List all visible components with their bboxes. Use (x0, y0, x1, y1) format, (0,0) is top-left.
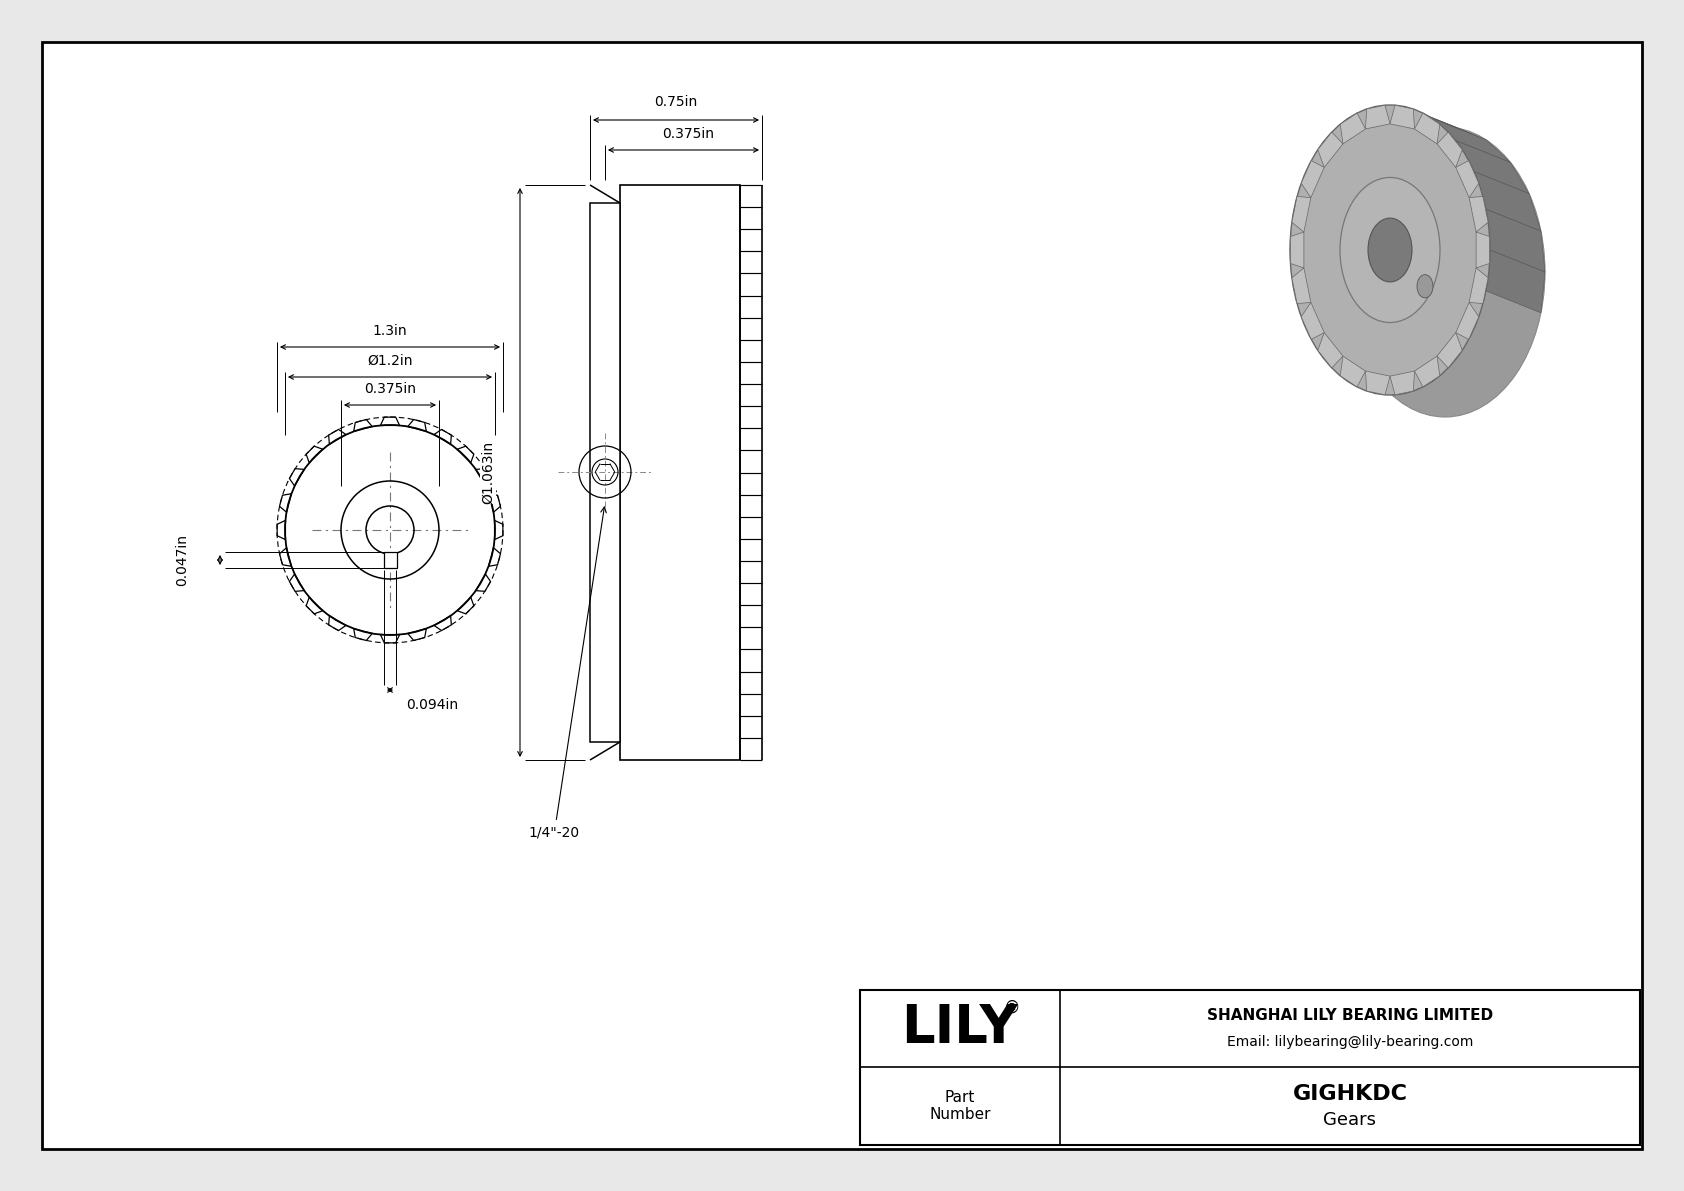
Polygon shape (1404, 106, 1487, 141)
Text: SHANGHAI LILY BEARING LIMITED: SHANGHAI LILY BEARING LIMITED (1207, 1009, 1494, 1023)
Polygon shape (1302, 303, 1324, 339)
Ellipse shape (1340, 177, 1440, 323)
Polygon shape (1340, 113, 1366, 144)
Polygon shape (1290, 232, 1303, 268)
Text: Part
Number: Part Number (930, 1090, 990, 1122)
Polygon shape (1474, 172, 1541, 231)
Polygon shape (1436, 332, 1462, 368)
Polygon shape (1468, 268, 1489, 304)
Text: LILY: LILY (901, 1002, 1019, 1054)
Polygon shape (1389, 372, 1415, 395)
Polygon shape (1389, 105, 1415, 129)
Polygon shape (1305, 141, 1379, 194)
Ellipse shape (1290, 105, 1490, 395)
Polygon shape (1485, 250, 1544, 313)
Text: 1.3in: 1.3in (372, 324, 408, 338)
Text: 0.75in: 0.75in (655, 95, 697, 110)
Polygon shape (1319, 132, 1342, 168)
Polygon shape (1468, 197, 1489, 232)
Polygon shape (1455, 303, 1479, 339)
Polygon shape (1319, 332, 1342, 368)
Ellipse shape (1346, 127, 1544, 417)
Text: Ø1.2in: Ø1.2in (367, 354, 413, 368)
Bar (861, 990, 1640, 1145)
Polygon shape (1349, 106, 1431, 141)
Polygon shape (1290, 210, 1349, 272)
Text: ®: ® (1004, 999, 1021, 1017)
Polygon shape (1366, 105, 1389, 129)
Polygon shape (1290, 250, 1349, 313)
Polygon shape (1376, 106, 1460, 129)
Text: Email: lilybearing@lily-bearing.com: Email: lilybearing@lily-bearing.com (1228, 1035, 1474, 1049)
Bar (384, 551, 397, 568)
Text: 0.047in: 0.047in (175, 534, 189, 586)
Polygon shape (1455, 141, 1529, 194)
Polygon shape (1302, 161, 1324, 198)
Polygon shape (1293, 172, 1361, 231)
Polygon shape (1292, 197, 1310, 232)
Bar (589, 202, 620, 742)
Text: 0.375in: 0.375in (364, 382, 416, 395)
Ellipse shape (1416, 275, 1433, 298)
Polygon shape (1325, 118, 1403, 162)
Polygon shape (1366, 372, 1389, 395)
Polygon shape (1340, 356, 1366, 387)
Bar (620, 185, 739, 760)
Polygon shape (1455, 161, 1479, 198)
Text: GIGHKDC: GIGHKDC (1293, 1084, 1408, 1104)
Polygon shape (1477, 232, 1490, 268)
Polygon shape (1415, 113, 1440, 144)
Text: 0.375in: 0.375in (662, 127, 714, 141)
Text: Gears: Gears (1324, 1111, 1376, 1129)
Polygon shape (1485, 210, 1544, 272)
Text: 1/4"-20: 1/4"-20 (529, 507, 606, 838)
Polygon shape (1415, 356, 1440, 387)
Ellipse shape (1367, 218, 1411, 282)
Polygon shape (1431, 118, 1511, 162)
Text: 0.094in: 0.094in (406, 698, 458, 712)
Polygon shape (1292, 268, 1310, 304)
Text: Ø1.063in: Ø1.063in (482, 441, 495, 504)
Polygon shape (1436, 132, 1462, 168)
